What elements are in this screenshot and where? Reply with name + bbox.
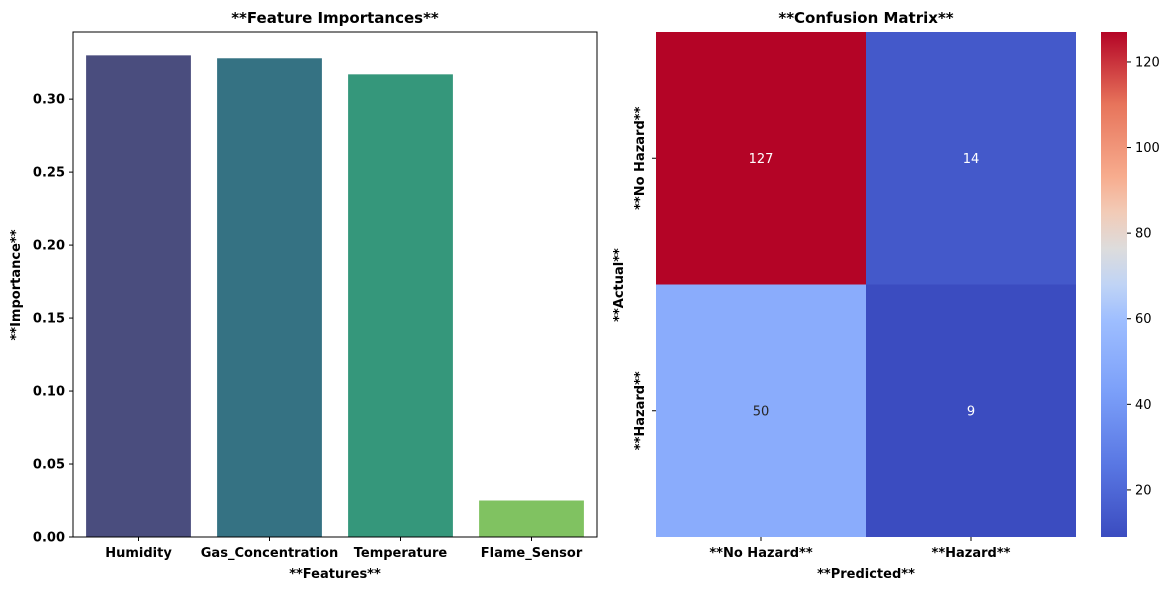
bar-y-tick-label: 0.25 [33,166,65,181]
heatmap-y-tick-label: **No Hazard** [633,106,648,209]
bar-group [86,55,584,538]
bar-y-tick-label: 0.10 [33,385,65,400]
heatmap-cell [866,284,1076,537]
colorbar-tick-label: 120 [1135,55,1160,70]
confusion-matrix-chart: **Confusion Matrix** 127 14 50 9 **No Hazar… [612,9,1160,582]
bar-chart-title: **Feature Importances** [231,9,439,27]
heatmap-cell [866,32,1076,285]
heatmap-x-tick-label: **No Hazard** [709,546,812,561]
bar-gas-concentration [217,58,322,538]
colorbar-tick-label: 20 [1135,483,1152,498]
heatmap-x-tick-label: **Hazard** [932,546,1011,561]
bar-y-tick-label: 0.30 [33,93,65,108]
bar-x-tick-label: Humidity [105,546,172,561]
heatmap-cell [656,32,866,285]
heatmap-cells: 127 14 50 9 [656,32,1076,537]
heatmap-cell-value: 9 [967,404,975,419]
bar-flame-sensor [479,500,584,537]
bar-x-ticks: Humidity Gas_Concentration Temperature Flam… [105,537,583,561]
heatmap-y-axis-label: **Actual** [612,248,627,322]
colorbar-tick-label: 80 [1135,227,1152,242]
heatmap-cell-value: 50 [753,404,770,419]
colorbar [1101,32,1127,537]
bar-y-tick-label: 0.20 [33,239,65,254]
bar-y-axis-label: **Importance** [9,229,24,340]
bar-x-tick-label: Temperature [354,546,448,561]
heatmap-y-ticks: **No Hazard** **Hazard** [633,106,656,450]
heatmap-cell-value: 14 [963,152,980,167]
bar-temperature [348,74,453,537]
colorbar-tick-label: 60 [1135,312,1152,327]
bar-y-tick-label: 0.15 [33,312,65,327]
heatmap-title: **Confusion Matrix** [778,9,953,27]
bar-x-axis-label: **Features** [289,567,381,582]
colorbar-ticks: 20 40 60 80 100 120 [1127,55,1160,498]
colorbar-tick-label: 40 [1135,398,1152,413]
bar-y-tick-label: 0.00 [33,531,65,546]
bar-x-tick-label: Gas_Concentration [201,546,338,561]
bar-plot-frame [72,31,598,538]
heatmap-cell-value: 127 [749,152,774,167]
heatmap-x-ticks: **No Hazard** **Hazard** [709,537,1011,561]
heatmap-cell [656,284,866,537]
bar-humidity [86,55,191,537]
bar-y-tick-label: 0.05 [33,458,65,473]
feature-importance-chart: **Feature Importances** 0.00 0.05 0.10 0.15… [9,9,598,582]
bar-y-ticks: 0.00 0.05 0.10 0.15 0.20 0.25 0.30 [33,93,73,546]
heatmap-x-axis-label: **Predicted** [817,567,915,582]
colorbar-tick-label: 100 [1135,141,1160,156]
bar-x-tick-label: Flame_Sensor [481,546,583,561]
heatmap-y-tick-label: **Hazard** [633,371,648,450]
